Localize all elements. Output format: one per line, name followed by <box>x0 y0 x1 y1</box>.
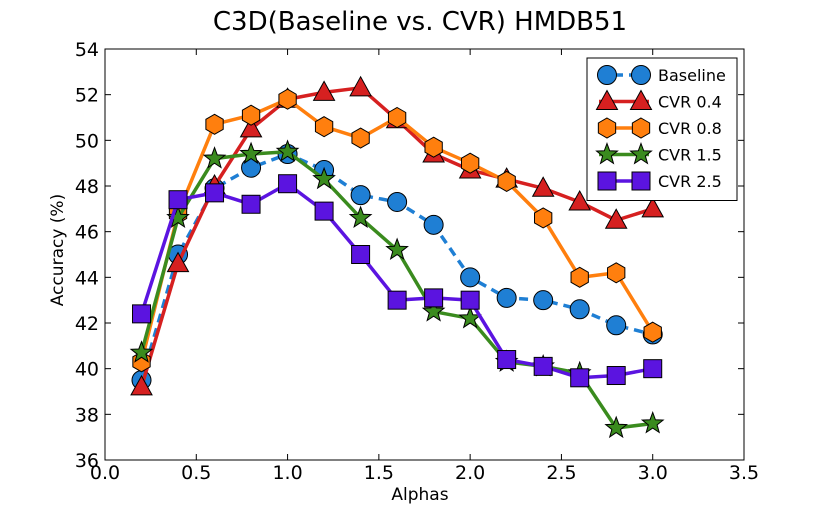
series-line-cvr-0-8 <box>139 97 655 363</box>
y-tick-label: 42 <box>75 313 99 335</box>
x-tick-label: 0.0 <box>90 462 120 484</box>
plot-frame <box>104 48 745 461</box>
data-point-cvr-0-8 <box>497 170 516 193</box>
data-point-cvr-0-4 <box>166 251 190 273</box>
data-point-cvr-0-4 <box>130 374 153 396</box>
y-tick-label: 36 <box>75 450 99 472</box>
x-tick-label: 3.5 <box>729 462 759 484</box>
data-point-cvr-0-4 <box>531 176 555 197</box>
data-point-cvr-0-8 <box>643 321 662 343</box>
data-point-cvr-0-8 <box>424 136 443 158</box>
data-point-cvr-0-4 <box>349 75 372 97</box>
legend-label-baseline: Baseline <box>658 66 726 85</box>
data-point-cvr-2-5 <box>314 201 334 221</box>
legend-marker-cvr-0-4 <box>629 89 653 110</box>
data-point-cvr-1-5 <box>421 299 446 322</box>
data-point-cvr-0-8 <box>607 262 626 284</box>
x-tick-label: 2.0 <box>455 462 485 484</box>
y-tick-label: 48 <box>75 176 99 198</box>
data-point-cvr-1-5 <box>604 415 629 439</box>
data-point-cvr-1-5 <box>275 139 300 162</box>
data-point-cvr-2-5 <box>424 288 444 308</box>
y-axis-label: Accuracy (%) <box>48 194 68 306</box>
data-point-cvr-1-5 <box>640 411 665 434</box>
data-point-baseline <box>241 157 262 178</box>
data-point-baseline <box>387 191 408 212</box>
data-point-cvr-0-8 <box>205 113 224 135</box>
x-axis-label: Alphas <box>391 485 448 505</box>
data-point-cvr-2-5 <box>570 368 590 388</box>
y-tick-label: 40 <box>75 359 99 381</box>
y-tick-label: 50 <box>75 130 99 152</box>
data-point-cvr-1-5 <box>312 166 336 190</box>
data-point-cvr-2-5 <box>460 290 480 310</box>
data-point-cvr-2-5 <box>643 359 663 379</box>
data-point-cvr-1-5 <box>239 141 263 165</box>
legend-marker-baseline <box>631 65 651 85</box>
x-tick-label: 1.0 <box>272 462 302 484</box>
y-tick-label: 38 <box>75 404 99 426</box>
chart-title: C3D(Baseline vs. CVR) HMDB51 <box>213 7 627 37</box>
data-point-cvr-2-5 <box>278 174 298 194</box>
legend-marker-cvr-2-5 <box>597 171 617 191</box>
legend-label-cvr-0-4: CVR 0.4 <box>658 93 722 112</box>
legend-label-cvr-0-8: CVR 0.8 <box>658 119 722 138</box>
legend-marker-cvr-0-8 <box>631 117 651 139</box>
data-point-baseline <box>606 315 627 336</box>
legend-marker-cvr-2-5 <box>631 171 651 191</box>
data-point-cvr-0-8 <box>314 116 334 138</box>
plot-area: 0.0 0.5 1.0 1.5 2.0 2.5 3.0 3.5 36 38 40 42 44 46 48 50… <box>75 39 759 484</box>
legend-marker-cvr-1-5 <box>629 142 653 165</box>
data-point-cvr-2-5 <box>497 350 517 370</box>
data-point-cvr-2-5 <box>606 366 626 386</box>
data-point-cvr-0-4 <box>641 196 665 218</box>
data-point-cvr-0-8 <box>351 127 370 149</box>
x-tick-label: 3.0 <box>638 462 668 484</box>
data-point-cvr-0-8 <box>534 207 553 229</box>
data-point-cvr-0-8 <box>460 152 480 174</box>
data-point-cvr-1-5 <box>129 340 154 363</box>
x-tick-label: 1.5 <box>364 462 394 484</box>
data-point-cvr-0-8 <box>241 104 261 126</box>
legend-marker-baseline <box>597 65 617 85</box>
data-point-cvr-1-5 <box>166 205 190 229</box>
data-point-baseline <box>350 185 371 206</box>
data-point-baseline <box>460 267 481 288</box>
y-tick-label: 46 <box>75 222 99 244</box>
data-point-cvr-0-8 <box>570 266 589 288</box>
legend-marker-cvr-0-4 <box>595 89 619 110</box>
data-point-baseline <box>533 290 554 311</box>
legend-marker-cvr-0-8 <box>597 117 617 139</box>
x-tick-label: 2.5 <box>546 462 576 484</box>
data-point-cvr-0-4 <box>604 208 628 229</box>
data-point-cvr-1-5 <box>385 237 409 260</box>
y-tick-label: 52 <box>75 85 99 107</box>
data-point-cvr-2-5 <box>241 194 261 214</box>
legend-label-cvr-2-5: CVR 2.5 <box>658 172 722 191</box>
data-point-cvr-0-8 <box>278 88 297 110</box>
data-point-cvr-2-5 <box>387 290 407 310</box>
legend: Baseline CVR 0.4 CVR 0.8 CVR 1.5 CVR 2.5 <box>586 57 738 201</box>
y-tick-label: 44 <box>75 267 99 289</box>
data-point-cvr-1-5 <box>348 205 373 229</box>
data-point-cvr-2-5 <box>132 304 152 324</box>
data-point-cvr-0-8 <box>387 106 407 129</box>
data-point-cvr-0-4 <box>568 189 592 211</box>
data-point-cvr-0-4 <box>312 80 336 101</box>
data-point-cvr-2-5 <box>533 356 553 376</box>
data-point-cvr-0-4 <box>239 116 263 138</box>
data-point-cvr-2-5 <box>351 245 371 264</box>
y-tick-label: 54 <box>75 39 99 61</box>
data-point-baseline <box>569 299 590 320</box>
data-point-baseline <box>423 214 444 235</box>
x-tick-label: 0.5 <box>181 462 211 484</box>
data-point-cvr-2-5 <box>168 190 188 210</box>
data-point-cvr-1-5 <box>202 146 227 169</box>
legend-marker-cvr-1-5 <box>595 142 619 165</box>
data-point-cvr-2-5 <box>205 183 225 203</box>
data-point-baseline <box>496 287 517 308</box>
legend-label-cvr-1-5: CVR 1.5 <box>658 146 722 165</box>
